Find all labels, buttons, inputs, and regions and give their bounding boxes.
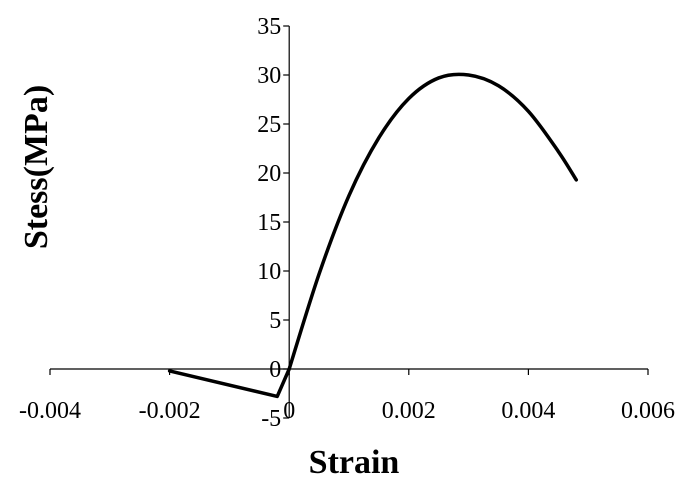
x-tick-label: 0 (283, 398, 295, 424)
x-tick-label: -0.002 (139, 398, 201, 424)
x-tick-label: 0.002 (382, 398, 436, 424)
y-tick-label: -5 (261, 406, 281, 432)
y-tick-label: 0 (269, 357, 281, 383)
series (167, 72, 578, 399)
y-axis-title: Stess(MPa) (18, 85, 55, 249)
y-tick-label: 10 (257, 259, 281, 285)
x-axis-title: Strain (309, 444, 400, 481)
y-tick-label: 25 (257, 112, 281, 138)
x-tick-label: 0.004 (501, 398, 555, 424)
y-tick-label: 15 (257, 210, 281, 236)
y-tick-label: 30 (257, 63, 281, 89)
y-tick-label: 20 (257, 161, 281, 187)
x-tick-label: 0.006 (621, 398, 675, 424)
y-tick-label: 5 (269, 308, 281, 334)
axes (50, 26, 648, 418)
y-tick-label: 35 (257, 14, 281, 40)
stress-strain-curve (167, 72, 578, 399)
x-tick-label: -0.004 (19, 398, 81, 424)
ticks (49, 25, 649, 419)
